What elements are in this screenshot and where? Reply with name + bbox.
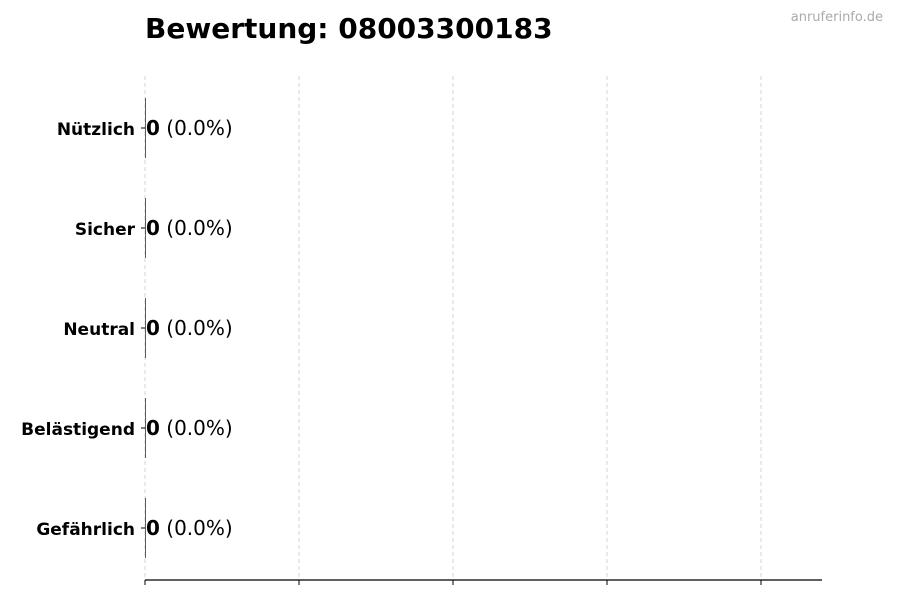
y-tick-label: Sicher: [75, 220, 136, 240]
data-label: 0 (0.0%): [146, 316, 233, 340]
bar: [145, 498, 146, 558]
data-label: 0 (0.0%): [146, 116, 233, 140]
y-tick-label: Nützlich: [57, 120, 135, 140]
y-tick-label: Belästigend: [21, 420, 135, 440]
bar: [145, 398, 146, 458]
chart-title: Bewertung: 08003300183: [145, 12, 553, 45]
bar: [145, 198, 146, 258]
bar: [145, 298, 146, 358]
data-label: 0 (0.0%): [146, 416, 233, 440]
y-tick-label: Neutral: [63, 320, 135, 340]
y-tick-label: Gefährlich: [36, 520, 135, 540]
data-label: 0 (0.0%): [146, 216, 233, 240]
bar: [145, 98, 146, 158]
data-label: 0 (0.0%): [146, 516, 233, 540]
watermark: anruferinfo.de: [790, 10, 883, 25]
